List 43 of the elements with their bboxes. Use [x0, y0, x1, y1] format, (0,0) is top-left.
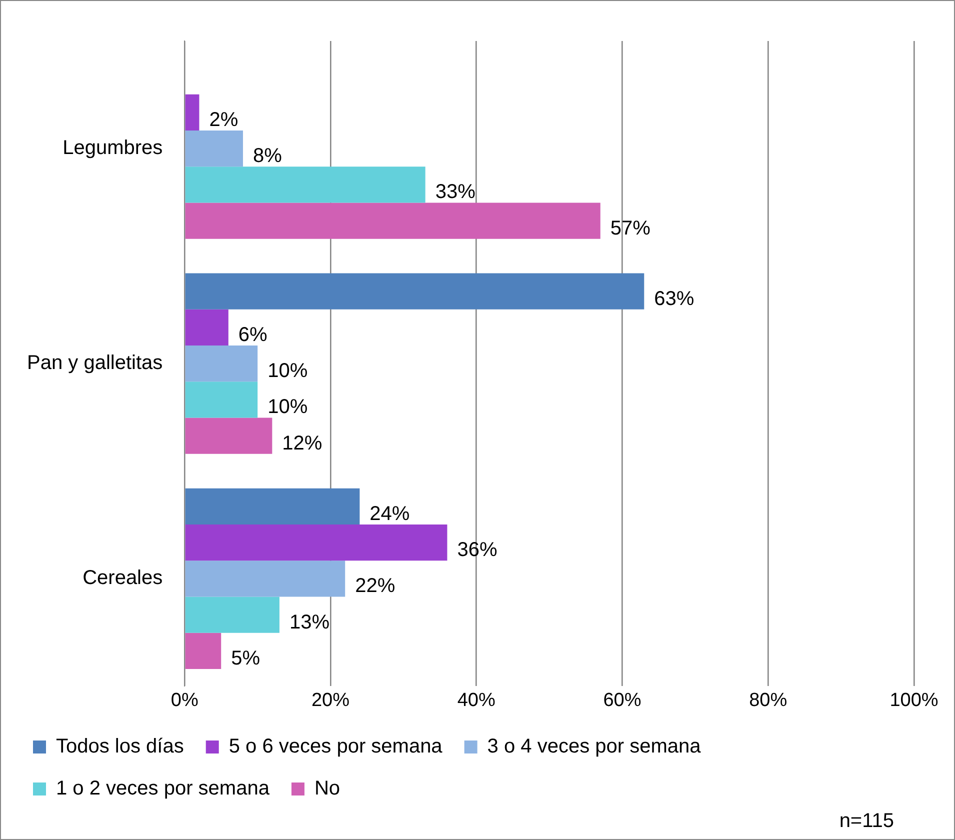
- bar: [185, 632, 222, 669]
- data-label: 13%: [289, 611, 330, 634]
- data-label: 22%: [355, 575, 396, 598]
- y-tick-label: Pan y galletitas: [26, 352, 163, 374]
- data-label: 2%: [209, 108, 238, 131]
- data-label: 33%: [435, 181, 476, 204]
- y-tick-label: Legumbres: [62, 137, 163, 160]
- x-tick-label: 60%: [603, 690, 642, 711]
- y-tick-label: Cereales: [82, 567, 163, 590]
- data-label: 10%: [268, 360, 308, 382]
- data-label: 12%: [282, 432, 322, 454]
- bar: [185, 596, 280, 633]
- bar: [185, 202, 600, 239]
- bar: [185, 524, 448, 561]
- legend-label: Todos los días: [56, 736, 184, 758]
- data-label: 24%: [370, 502, 410, 525]
- data-label: 63%: [654, 288, 694, 310]
- bar: [185, 130, 243, 167]
- x-tick-label: 100%: [890, 690, 938, 711]
- bar: [185, 346, 258, 382]
- x-tick-label: 0%: [170, 690, 198, 711]
- bar: [185, 94, 200, 130]
- legend-label: No: [314, 778, 340, 800]
- data-label: 57%: [610, 217, 651, 240]
- data-label: 36%: [457, 539, 498, 562]
- bar: [185, 309, 228, 346]
- data-label: 8%: [252, 145, 282, 168]
- bar: [185, 488, 360, 524]
- x-tick-label: 20%: [311, 690, 350, 711]
- x-tick-label: 80%: [749, 690, 788, 711]
- bar: [185, 273, 644, 310]
- x-tick-label: 40%: [457, 690, 496, 711]
- data-label: 5%: [231, 647, 260, 670]
- data-label: 10%: [268, 396, 308, 418]
- bar: [185, 382, 258, 418]
- legend-label: 1 o 2 veces por semana: [56, 778, 270, 800]
- bar: [185, 418, 272, 454]
- text: n=115: [839, 810, 894, 833]
- legend-label: 3 o 4 veces por semana: [487, 736, 702, 758]
- bar: [185, 166, 426, 203]
- bar: [185, 560, 346, 597]
- data-label: 6%: [238, 324, 268, 346]
- legend-label: 5 o 6 veces por semana: [228, 736, 444, 758]
